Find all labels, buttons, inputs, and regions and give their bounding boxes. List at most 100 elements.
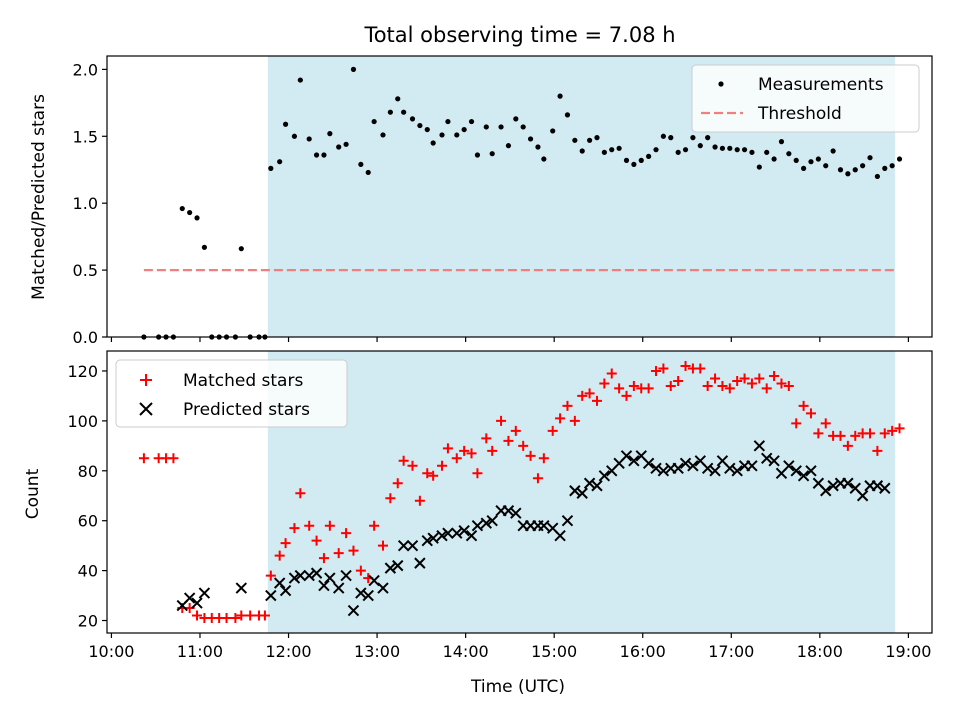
data-point <box>303 569 315 582</box>
data-point <box>401 109 407 115</box>
data-point <box>377 582 389 594</box>
data-point <box>651 365 662 376</box>
data-point <box>827 480 839 492</box>
data-point <box>687 460 699 472</box>
data-point <box>697 143 703 149</box>
data-point <box>760 452 773 465</box>
data-point <box>445 118 451 125</box>
data-point <box>321 152 327 158</box>
data-point <box>350 66 357 72</box>
data-point <box>643 383 654 394</box>
data-point <box>576 487 588 499</box>
data-point <box>498 124 504 130</box>
data-point <box>398 455 409 466</box>
data-point <box>709 465 721 477</box>
data-point <box>503 435 514 446</box>
data-point <box>527 136 534 142</box>
data-point <box>439 132 445 138</box>
data-point <box>291 133 298 139</box>
data-point <box>355 587 367 599</box>
data-point <box>428 470 439 481</box>
data-point <box>417 122 423 129</box>
data-point <box>333 582 345 594</box>
y-tick-label: 1.0 <box>73 194 98 213</box>
legend-label-matched: Matched stars <box>183 371 303 391</box>
data-point <box>584 388 595 399</box>
data-point <box>768 455 780 467</box>
data-point <box>579 148 585 154</box>
data-point <box>845 171 851 177</box>
data-point <box>741 147 748 153</box>
x-tick-label: 14:00 <box>443 642 489 661</box>
data-point <box>459 445 470 456</box>
data-point <box>695 363 706 374</box>
data-point <box>384 562 397 574</box>
data-point <box>365 169 371 176</box>
data-point <box>769 370 780 381</box>
y-tick-label: 0.0 <box>73 328 98 347</box>
data-point <box>327 131 333 137</box>
data-point <box>313 152 320 158</box>
data-point <box>489 151 495 157</box>
data-point <box>510 425 521 436</box>
data-point <box>557 93 563 99</box>
data-point <box>793 157 799 163</box>
data-point <box>621 390 632 401</box>
x-tick-label: 10:00 <box>88 642 134 661</box>
data-point <box>392 478 403 489</box>
data-point <box>673 375 684 386</box>
data-point <box>483 124 489 130</box>
legend-marker-matched <box>140 374 152 386</box>
data-point <box>461 126 467 133</box>
data-point <box>387 109 393 115</box>
data-point <box>486 514 498 527</box>
data-point <box>510 507 522 519</box>
legend-label-predicted: Predicted stars <box>183 400 310 420</box>
data-point <box>572 137 578 143</box>
data-point <box>481 433 492 444</box>
data-point <box>348 545 359 556</box>
data-point <box>513 116 519 122</box>
data-point <box>505 143 512 149</box>
data-point <box>324 520 335 531</box>
data-point <box>310 567 323 579</box>
data-point <box>646 153 652 159</box>
legend: Matched stars Predicted stars <box>115 359 348 428</box>
data-point <box>392 559 404 572</box>
data-point <box>702 380 713 391</box>
data-point <box>358 161 364 167</box>
data-point <box>724 383 735 394</box>
data-point <box>547 425 558 436</box>
data-point <box>280 538 291 549</box>
data-point <box>437 460 448 471</box>
legend: Measurements Threshold <box>691 64 920 133</box>
data-point <box>679 457 692 470</box>
data-point <box>658 363 669 374</box>
data-point <box>454 132 460 138</box>
y-tick-label: 20 <box>78 612 98 631</box>
data-point <box>771 156 777 162</box>
data-point <box>805 465 817 477</box>
data-point <box>333 548 344 559</box>
data-point <box>797 470 810 482</box>
data-point <box>414 557 426 569</box>
data-point <box>397 539 410 552</box>
data-point <box>273 577 286 589</box>
y-tick-label: 100 <box>67 412 98 431</box>
data-point <box>430 140 436 146</box>
data-point <box>194 215 200 221</box>
data-point <box>347 604 360 617</box>
x-tick-label: 15:00 <box>531 642 577 661</box>
data-point <box>867 155 873 161</box>
data-point <box>665 380 676 391</box>
data-point <box>614 383 625 394</box>
data-point <box>842 477 854 489</box>
data-point <box>717 380 728 391</box>
bottom-panel: 20 40 60 80 100 120 10:00 11:00 12:00 13:00 14:00 1… <box>67 350 933 661</box>
data-point <box>395 96 401 102</box>
data-point <box>304 520 315 531</box>
data-point <box>719 145 726 151</box>
data-point <box>856 490 869 502</box>
data-point <box>727 145 733 151</box>
data-point <box>889 163 895 169</box>
